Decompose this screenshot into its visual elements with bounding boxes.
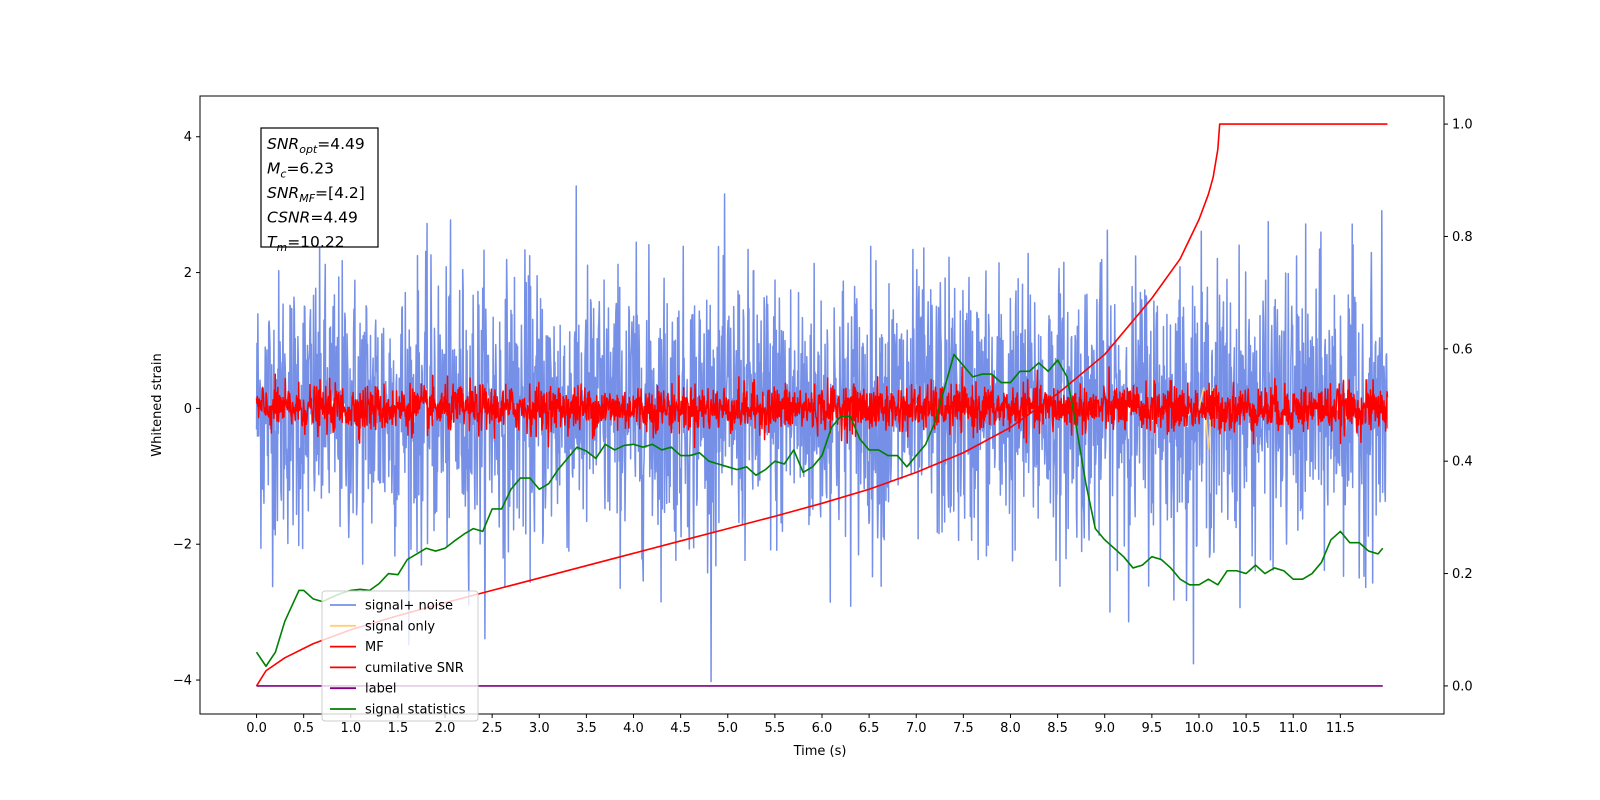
x-tick-label: 3.0 [529, 721, 550, 736]
x-tick-label: 1.5 [388, 721, 409, 736]
legend-label-mf: MF [365, 640, 384, 655]
y-right-tick-label: 0.6 [1452, 342, 1473, 357]
x-tick-label: 7.5 [953, 721, 974, 736]
series-line-mf [255, 366, 1389, 449]
y-right-tick-label: 0.4 [1452, 455, 1473, 470]
y-left-tick-label: 0 [184, 402, 192, 417]
y-left-tick-label: 4 [184, 130, 192, 145]
x-tick-label: 8.5 [1047, 721, 1068, 736]
annotation-box: SNRopt=4.49 Mc=6.23 SNRMF=[4.2] CSNR=4.49 Tm… [260, 127, 379, 254]
x-axis-label: Time (s) [793, 744, 847, 759]
annotation-line: SNRopt=4.49 [267, 135, 365, 156]
y-right-tick-label: 1.0 [1452, 118, 1473, 133]
y-right-tick-label: 0.2 [1452, 567, 1473, 582]
y-right-tick-label: 0.8 [1452, 230, 1473, 245]
x-tick-label: 6.0 [812, 721, 833, 736]
x-tick-label: 11.0 [1279, 721, 1308, 736]
x-tick-label: 6.5 [859, 721, 880, 736]
x-tick-label: 5.0 [717, 721, 738, 736]
x-tick-label: 8.0 [1000, 721, 1021, 736]
x-tick-label: 0.5 [293, 721, 314, 736]
x-tick-label: 3.5 [576, 721, 597, 736]
series-line-signal-statistics [255, 353, 1384, 668]
legend-label-signal-only: signal only [365, 619, 435, 634]
annotation-line: SNRMF=[4.2] [267, 184, 365, 205]
x-tick-label: 10.5 [1232, 721, 1261, 736]
y-right-tick-label: 0.0 [1452, 679, 1473, 694]
x-tick-label: 9.5 [1142, 721, 1163, 736]
x-tick-label: 5.5 [765, 721, 786, 736]
y-axis-label: Whitened strain [150, 353, 165, 456]
y-left-tick-label: −2 [173, 538, 192, 553]
x-tick-label: 7.0 [906, 721, 927, 736]
legend-label-label: label [365, 682, 396, 697]
x-tick-label: 0.0 [246, 721, 267, 736]
legend: signal+ noise signal only MF cumilative SNR… [321, 590, 479, 722]
y-axis-left: −4 −2 0 2 4 [173, 130, 200, 689]
y-left-tick-label: 2 [184, 266, 192, 281]
y-left-tick-label: −4 [173, 674, 192, 689]
x-tick-label: 4.0 [623, 721, 644, 736]
x-tick-label: 11.5 [1326, 721, 1355, 736]
x-tick-label: 9.0 [1094, 721, 1115, 736]
annotation-line: Tm=10.22 [267, 233, 345, 254]
x-tick-label: 4.5 [670, 721, 691, 736]
legend-label-signal-statistics: signal statistics [365, 703, 466, 718]
x-tick-label: 2.5 [482, 721, 503, 736]
y-axis-right: 0.0 0.2 0.4 0.6 0.8 1.0 [1444, 118, 1473, 694]
x-tick-label: 10.0 [1184, 721, 1213, 736]
x-axis: 0.0 0.5 1.0 1.5 2.0 2.5 3.0 3.5 4.0 4.5 5.0 5.5 6.0 6… [246, 714, 1355, 736]
legend-label-cumilative-snr: cumilative SNR [365, 661, 464, 676]
annotation-line: Mc=6.23 [267, 160, 334, 181]
annotation-line: CSNR=4.49 [267, 209, 358, 227]
legend-label-signal-noise: signal+ noise [365, 599, 453, 614]
x-tick-label: 2.0 [435, 721, 456, 736]
x-tick-label: 1.0 [340, 721, 361, 736]
